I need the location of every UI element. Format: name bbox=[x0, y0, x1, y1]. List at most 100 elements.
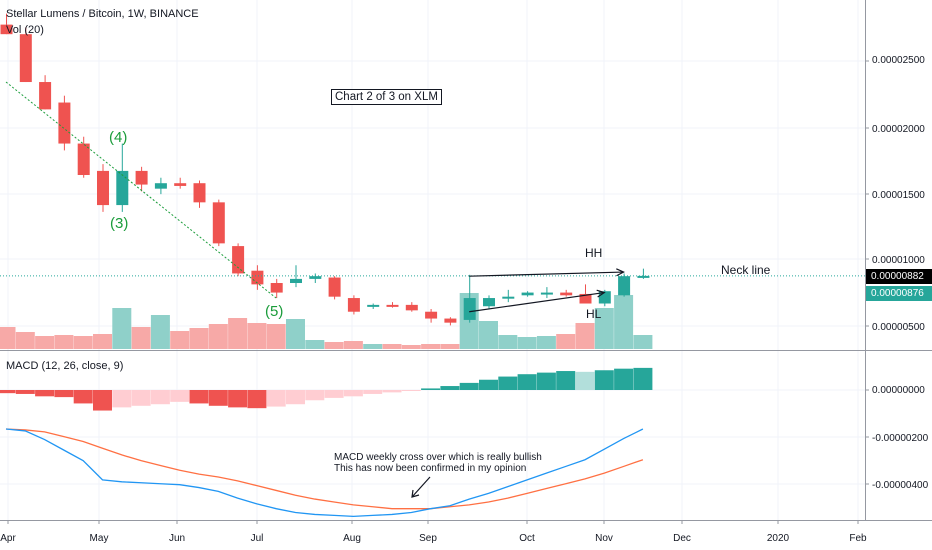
volume-bar bbox=[286, 319, 305, 349]
macd-note-line1: MACD weekly cross over which is really b… bbox=[334, 452, 542, 463]
macd-tick-label: -0.00000200 bbox=[872, 433, 929, 444]
candle-body bbox=[540, 292, 553, 295]
candle-body bbox=[309, 276, 322, 279]
macd-tick-label: -0.00000400 bbox=[872, 480, 929, 491]
macd-hist-bar bbox=[459, 382, 479, 390]
volume-bar bbox=[189, 328, 209, 349]
pane-separators bbox=[0, 0, 932, 521]
candle-body bbox=[463, 298, 476, 320]
hh-arrow-head bbox=[616, 268, 625, 277]
volume-bar bbox=[343, 341, 363, 349]
candle-body bbox=[521, 292, 534, 296]
candle-body bbox=[367, 304, 380, 307]
volume-bar bbox=[15, 332, 35, 349]
volume-bar bbox=[517, 337, 537, 349]
macd-hist-bar bbox=[286, 390, 305, 405]
volume-bar bbox=[54, 335, 74, 349]
volume-bar bbox=[382, 344, 402, 349]
macd-hist-bar bbox=[479, 379, 498, 390]
volume-bar bbox=[35, 336, 55, 349]
macd-hist-bar bbox=[305, 390, 325, 401]
volume-bar bbox=[131, 327, 151, 349]
close-price-badge: 0.00000876 bbox=[866, 286, 932, 301]
macd-legend[interactable]: MACD (12, 26, close, 9) bbox=[6, 360, 124, 372]
candle-body bbox=[135, 170, 148, 185]
macd-histogram bbox=[0, 367, 653, 411]
chart-note-box[interactable]: Chart 2 of 3 on XLM bbox=[331, 89, 442, 105]
macd-hist-bar bbox=[35, 390, 55, 397]
volume-bar bbox=[305, 340, 325, 349]
time-tick-label: 2020 bbox=[766, 533, 790, 544]
macd-hist-bar bbox=[363, 390, 383, 394]
macd-hist-bar bbox=[401, 390, 421, 391]
time-tick-label: Jun bbox=[168, 533, 186, 544]
macd-hist-bar bbox=[594, 370, 614, 390]
macd-note-line2: This has now been confirmed in my opinio… bbox=[334, 463, 527, 474]
candle-body bbox=[444, 318, 457, 323]
volume-legend[interactable]: Vol (20) bbox=[6, 24, 44, 36]
macd-hist-bar bbox=[189, 390, 209, 404]
candle-body bbox=[19, 34, 32, 83]
candle-body bbox=[618, 276, 631, 296]
wave-5-label: (5) bbox=[265, 303, 284, 320]
candle-body bbox=[290, 278, 302, 284]
axis-ticks bbox=[7, 60, 869, 524]
macd-hist-bar bbox=[266, 390, 286, 407]
candle-body bbox=[579, 293, 592, 304]
volume-bar bbox=[594, 308, 614, 349]
volume-bar bbox=[421, 344, 441, 349]
time-tick-label: Apr bbox=[0, 533, 16, 544]
time-tick-label: May bbox=[89, 533, 109, 544]
macd-hist-bar bbox=[556, 371, 576, 390]
candle-body bbox=[483, 298, 495, 307]
candle-body bbox=[328, 277, 341, 297]
candle-body bbox=[97, 170, 109, 206]
macd-hist-bar bbox=[0, 390, 16, 394]
volume-bar bbox=[498, 335, 518, 349]
volume-bar bbox=[633, 335, 653, 349]
volume-bar bbox=[0, 327, 16, 349]
volume-bar bbox=[247, 323, 267, 349]
macd-hist-bar bbox=[170, 390, 190, 402]
last-price-badge: 0.00000882 bbox=[866, 269, 932, 284]
price-tick-label: 0.00002000 bbox=[872, 124, 925, 135]
volume-bar bbox=[614, 295, 634, 349]
macd-hist-bar bbox=[421, 388, 441, 390]
volume-bar bbox=[170, 331, 190, 349]
macd-hist-bar bbox=[93, 390, 112, 411]
macd-hist-bar bbox=[228, 390, 248, 408]
candle-body bbox=[425, 311, 438, 319]
macd-hist-bar bbox=[54, 390, 74, 398]
candle-body bbox=[77, 143, 90, 175]
macd-hist-bar bbox=[343, 390, 363, 397]
symbol-title[interactable]: Stellar Lumens / Bitcoin, 1W, BINANCE bbox=[6, 8, 199, 20]
time-tick-label: Oct bbox=[519, 533, 535, 544]
macd-note-arrow-head bbox=[411, 489, 420, 498]
macd-hist-bar bbox=[517, 374, 537, 390]
time-tick-label: Dec bbox=[673, 533, 691, 544]
time-tick-label: Sep bbox=[419, 533, 437, 544]
hh-label: HH bbox=[585, 246, 603, 260]
macd-hist-bar bbox=[15, 390, 35, 394]
candle-body bbox=[560, 292, 573, 296]
signal-line bbox=[5, 428, 644, 510]
candle-body bbox=[251, 270, 264, 285]
candle-body bbox=[270, 283, 283, 293]
volume-bar bbox=[536, 336, 556, 349]
candle-body bbox=[58, 102, 71, 144]
macd-hist-bar bbox=[112, 390, 132, 408]
time-tick-label: Feb bbox=[849, 533, 867, 544]
volume-bar bbox=[266, 324, 286, 349]
volume-bar bbox=[479, 321, 498, 349]
volume-bars bbox=[0, 293, 653, 349]
macd-line bbox=[5, 428, 644, 518]
volume-bar bbox=[112, 308, 132, 349]
candle-body bbox=[386, 304, 399, 307]
drawn-lines bbox=[0, 81, 865, 498]
price-tick-label: 0.00002500 bbox=[872, 55, 925, 66]
candle-body bbox=[502, 296, 515, 299]
hl-arrow bbox=[469, 291, 605, 313]
volume-bar bbox=[208, 324, 228, 349]
macd-hist-bar bbox=[208, 390, 228, 406]
